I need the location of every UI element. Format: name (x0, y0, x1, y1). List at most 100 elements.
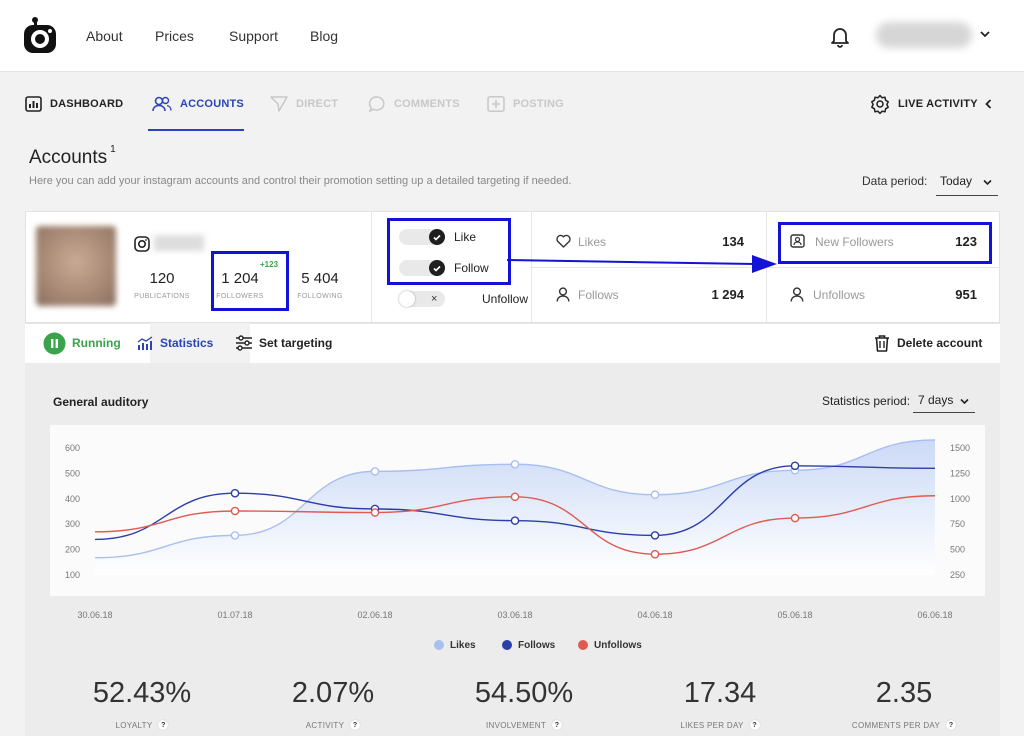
users-icon (152, 96, 172, 112)
followers-value: 1 204 (221, 270, 259, 287)
nav-link-blog[interactable]: Blog (310, 28, 339, 44)
tab-label: COMMENTS (394, 98, 460, 110)
legend-swatch (434, 640, 444, 650)
following-value: 5 404 (301, 270, 339, 287)
kpi-value: 17.34 (683, 677, 757, 709)
section-tabs: DASHBOARD ACCOUNTS DIRECT COMMENTS POSTI… (0, 73, 1024, 133)
unfollow-toggle-label: Unfollow (482, 292, 529, 306)
legend-unfollows[interactable]: Unfollows (578, 638, 642, 652)
legend-label: Unfollows (594, 639, 642, 651)
data-period-select[interactable]: Today (936, 170, 998, 196)
unfollow-toggle[interactable]: × (399, 291, 445, 307)
kpi-value: 52.43% (92, 677, 192, 709)
live-activity-toggle[interactable]: LIVE ACTIVITY (870, 94, 992, 114)
data-point (230, 488, 240, 498)
account-username (154, 235, 204, 251)
accounts-count: 1 (110, 143, 116, 155)
tab-label: DASHBOARD (50, 98, 124, 110)
instagram-icon (134, 236, 150, 252)
y-left-tick-label: 100 (65, 570, 80, 580)
delete-account-button[interactable]: Delete account (873, 334, 982, 352)
new-follower-icon (790, 234, 805, 248)
tab-direct[interactable]: DIRECT (270, 96, 338, 112)
data-point (650, 490, 660, 500)
tab-label: POSTING (513, 98, 564, 110)
kpi-label: INVOLVEMENT? (434, 720, 614, 730)
user-icon (790, 287, 804, 302)
top-bar: About Prices Support Blog (0, 0, 1024, 72)
statistics-period-select[interactable]: 7 days (913, 389, 975, 413)
tab-dashboard[interactable]: DASHBOARD (25, 96, 124, 112)
kpi-likes-per-day: 17.34 LIKES PER DAY? (630, 677, 810, 730)
nav-link-prices[interactable]: Prices (155, 28, 194, 44)
followers-stat: 1 204 FOLLOWERS (212, 270, 268, 300)
kpi-value: 2.35 (875, 677, 933, 709)
sliders-icon (235, 335, 253, 351)
legend-follows[interactable]: Follows (502, 638, 555, 652)
tab-statistics[interactable]: Statistics (137, 335, 213, 351)
kpi-involvement: 54.50% INVOLVEMENT? (434, 677, 614, 730)
statistics-tab-background (150, 323, 250, 363)
like-toggle[interactable] (399, 229, 445, 245)
chevron-down-icon[interactable] (980, 30, 990, 38)
y-left-tick-label: 400 (65, 494, 80, 504)
y-left-tick-label: 300 (65, 519, 80, 529)
x-tick-label: 05.06.18 (777, 610, 812, 620)
unfollows-metric-value: 951 (955, 287, 977, 302)
likes-area-fill (95, 440, 935, 575)
close-icon: × (431, 293, 438, 305)
account-avatar (36, 226, 116, 306)
data-point (230, 506, 240, 516)
toggles-highlight-box (387, 218, 511, 285)
tab-accounts[interactable]: ACCOUNTS (152, 96, 244, 112)
like-toggle-label: Like (454, 230, 477, 244)
nav-link-support[interactable]: Support (229, 28, 279, 44)
send-icon (270, 96, 288, 112)
help-icon[interactable]: ? (749, 720, 760, 730)
dashboard-icon (25, 96, 42, 112)
kpi-label: COMMENTS PER DAY? (814, 720, 994, 730)
legend-swatch (578, 640, 588, 650)
y-right-tick-label: 750 (950, 519, 965, 529)
x-tick-label: 06.06.18 (917, 610, 952, 620)
kpi-comments-per-day: 2.35 COMMENTS PER DAY? (814, 677, 994, 730)
help-icon[interactable]: ? (946, 720, 957, 730)
page-title: Accounts 1 (29, 143, 116, 169)
kpi-label-text: LIKES PER DAY (680, 720, 744, 730)
likes-metric-value: 134 (722, 234, 744, 249)
nav-link-about[interactable]: About (86, 28, 123, 44)
tab-label: LIVE ACTIVITY (898, 98, 978, 110)
help-icon[interactable]: ? (552, 720, 563, 730)
tab-posting[interactable]: POSTING (487, 96, 564, 112)
chevron-down-icon (960, 398, 969, 405)
kpi-activity: 2.07% ACTIVITY? (243, 677, 423, 730)
set-targeting-label: Set targeting (259, 336, 333, 350)
active-tab-indicator (148, 129, 244, 131)
kpi-loyalty: 52.43% LOYALTY? (52, 677, 232, 730)
x-tick-label: 30.06.18 (77, 610, 112, 620)
kpi-label-text: COMMENTS PER DAY (851, 720, 941, 730)
tab-comments[interactable]: COMMENTS (368, 96, 460, 112)
trash-icon (873, 334, 891, 352)
data-point (790, 461, 800, 471)
running-button[interactable]: Running (43, 332, 121, 354)
help-icon[interactable]: ? (158, 720, 169, 730)
x-tick-label: 01.07.18 (217, 610, 252, 620)
follow-toggle[interactable] (399, 260, 445, 276)
y-right-tick-label: 500 (950, 545, 965, 555)
help-icon[interactable]: ? (350, 720, 361, 730)
app-logo-icon[interactable] (22, 15, 60, 55)
publications-stat: 120 PUBLICATIONS (122, 270, 202, 300)
set-targeting-button[interactable]: Set targeting (235, 335, 332, 351)
kpi-label-text: ACTIVITY (305, 720, 345, 730)
y-right-tick-label: 1500 (950, 443, 970, 453)
data-period-value: Today (940, 174, 973, 188)
account-card: 120 PUBLICATIONS +123 1 204 FOLLOWERS 5 … (25, 211, 1001, 323)
notification-bell-icon[interactable] (828, 24, 852, 48)
follow-toggle-label: Follow (454, 261, 489, 275)
new-followers-metric-label: New Followers (815, 235, 894, 249)
y-right-tick-label: 1250 (950, 468, 970, 478)
legend-likes[interactable]: Likes (434, 638, 476, 652)
user-menu[interactable] (876, 22, 972, 48)
check-icon (429, 260, 445, 276)
